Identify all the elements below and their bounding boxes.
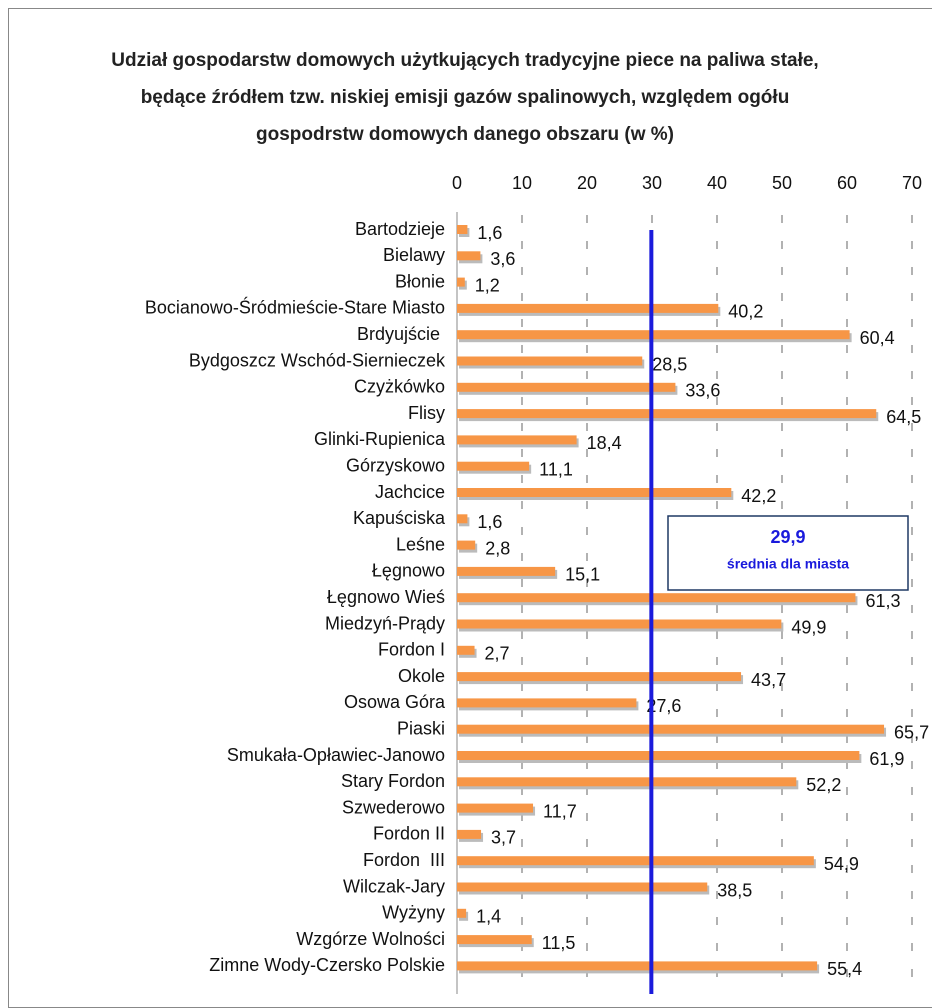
category-label: Smukała-Opławiec-Janowo xyxy=(227,745,445,765)
value-label: 11,1 xyxy=(539,459,573,479)
category-label: Osowa Góra xyxy=(344,692,446,712)
category-label: Jachcice xyxy=(375,482,445,502)
x-tick-label: 0 xyxy=(452,173,462,193)
value-label: 3,7 xyxy=(491,828,516,848)
bar xyxy=(457,488,732,497)
bar xyxy=(457,724,885,734)
value-label: 27,6 xyxy=(646,696,681,716)
category-label: Kapuściska xyxy=(353,508,446,528)
category-label: Glinki-Rupienica xyxy=(314,429,446,449)
bar xyxy=(457,251,481,261)
value-label: 61,3 xyxy=(865,591,900,611)
x-tick-label: 30 xyxy=(642,173,662,193)
value-label: 42,2 xyxy=(741,486,776,506)
bar xyxy=(457,409,877,419)
category-label: Wilczak-Jary xyxy=(343,876,445,896)
bar xyxy=(457,225,468,234)
value-label: 15,1 xyxy=(565,565,600,585)
value-label: 28,5 xyxy=(652,354,687,374)
average-text: średnia dla miasta xyxy=(727,556,849,572)
bar xyxy=(457,698,637,708)
bar xyxy=(457,803,534,813)
category-label: Brdyujście xyxy=(357,324,445,344)
category-label: Błonie xyxy=(395,271,445,291)
x-tick-label: 10 xyxy=(512,173,532,193)
category-label: Bydgoszcz Wschód-Siernieczek xyxy=(189,350,446,370)
category-label: Okole xyxy=(398,666,445,686)
value-label: 52,2 xyxy=(806,775,841,795)
average-box xyxy=(667,515,909,591)
bar xyxy=(457,856,814,866)
value-label: 55,4 xyxy=(827,959,862,979)
category-label: Fordon I xyxy=(378,640,445,660)
value-label: 33,6 xyxy=(685,381,720,401)
value-label: 1,6 xyxy=(477,512,502,532)
x-tick-label: 20 xyxy=(577,173,597,193)
bar xyxy=(457,461,530,471)
bar xyxy=(457,514,468,524)
x-tick-label: 50 xyxy=(772,173,792,193)
category-label: Wyżyny xyxy=(382,903,445,923)
chart-title: Udział gospodarstw domowych użytkujących… xyxy=(111,50,819,145)
bar xyxy=(457,645,475,655)
average-value: 29,9 xyxy=(770,527,805,547)
value-label: 11,7 xyxy=(543,801,577,821)
bar xyxy=(457,435,577,445)
value-label: 1,6 xyxy=(477,223,502,243)
bar xyxy=(457,382,676,392)
bar xyxy=(457,908,467,918)
category-label: Leśne xyxy=(396,534,445,554)
bar xyxy=(457,303,719,313)
bar xyxy=(457,882,708,892)
category-label: Szwederowo xyxy=(342,797,445,817)
category-label: Łęgnowo xyxy=(372,561,445,581)
bar xyxy=(457,619,782,629)
value-label: 61,9 xyxy=(869,749,904,769)
bar xyxy=(457,356,643,366)
x-tick-label: 40 xyxy=(707,173,727,193)
bar xyxy=(457,935,532,945)
bar xyxy=(457,277,465,287)
bar xyxy=(457,593,856,603)
value-label: 3,6 xyxy=(490,249,515,269)
category-label: Bartodzieje xyxy=(355,219,445,239)
x-tick-label: 60 xyxy=(837,173,857,193)
bar xyxy=(457,751,860,760)
category-label: Stary Fordon xyxy=(341,771,445,791)
category-label: Bielawy xyxy=(383,245,445,265)
bar xyxy=(457,829,482,839)
value-label: 54,9 xyxy=(824,854,859,874)
value-label: 2,8 xyxy=(485,538,510,558)
category-label: Bocianowo-Śródmieście-Stare Miasto xyxy=(145,297,445,318)
bar xyxy=(457,672,742,682)
value-label: 18,4 xyxy=(587,433,622,453)
category-label: Fordon II xyxy=(373,824,445,844)
category-label: Czyżkówko xyxy=(354,377,445,397)
bar xyxy=(457,961,818,971)
value-label: 43,7 xyxy=(751,670,786,690)
category-label: Flisy xyxy=(408,403,445,423)
category-label: Fordon III xyxy=(363,850,445,870)
value-label: 11,5 xyxy=(542,933,576,953)
category-label: Piaski xyxy=(397,718,445,738)
bar xyxy=(457,566,556,576)
value-label: 64,5 xyxy=(886,407,921,427)
value-label: 60,4 xyxy=(860,328,895,348)
category-label: Górzyskowo xyxy=(346,455,445,475)
bar xyxy=(457,540,476,550)
value-label: 49,9 xyxy=(791,617,826,637)
value-label: 1,4 xyxy=(476,907,501,927)
x-tick-label: 70 xyxy=(902,173,922,193)
category-label: Wzgórze Wolności xyxy=(296,929,445,949)
category-label: Łęgnowo Wieś xyxy=(327,587,445,607)
category-label: Zimne Wody-Czersko Polskie xyxy=(209,955,445,975)
category-label: Miedzyń-Prądy xyxy=(325,613,445,633)
value-label: 40,2 xyxy=(728,302,763,322)
value-label: 1,2 xyxy=(475,275,500,295)
value-label: 2,7 xyxy=(485,644,510,664)
value-label: 65,7 xyxy=(894,722,929,742)
bar xyxy=(457,777,797,787)
value-label: 38,5 xyxy=(717,880,752,900)
